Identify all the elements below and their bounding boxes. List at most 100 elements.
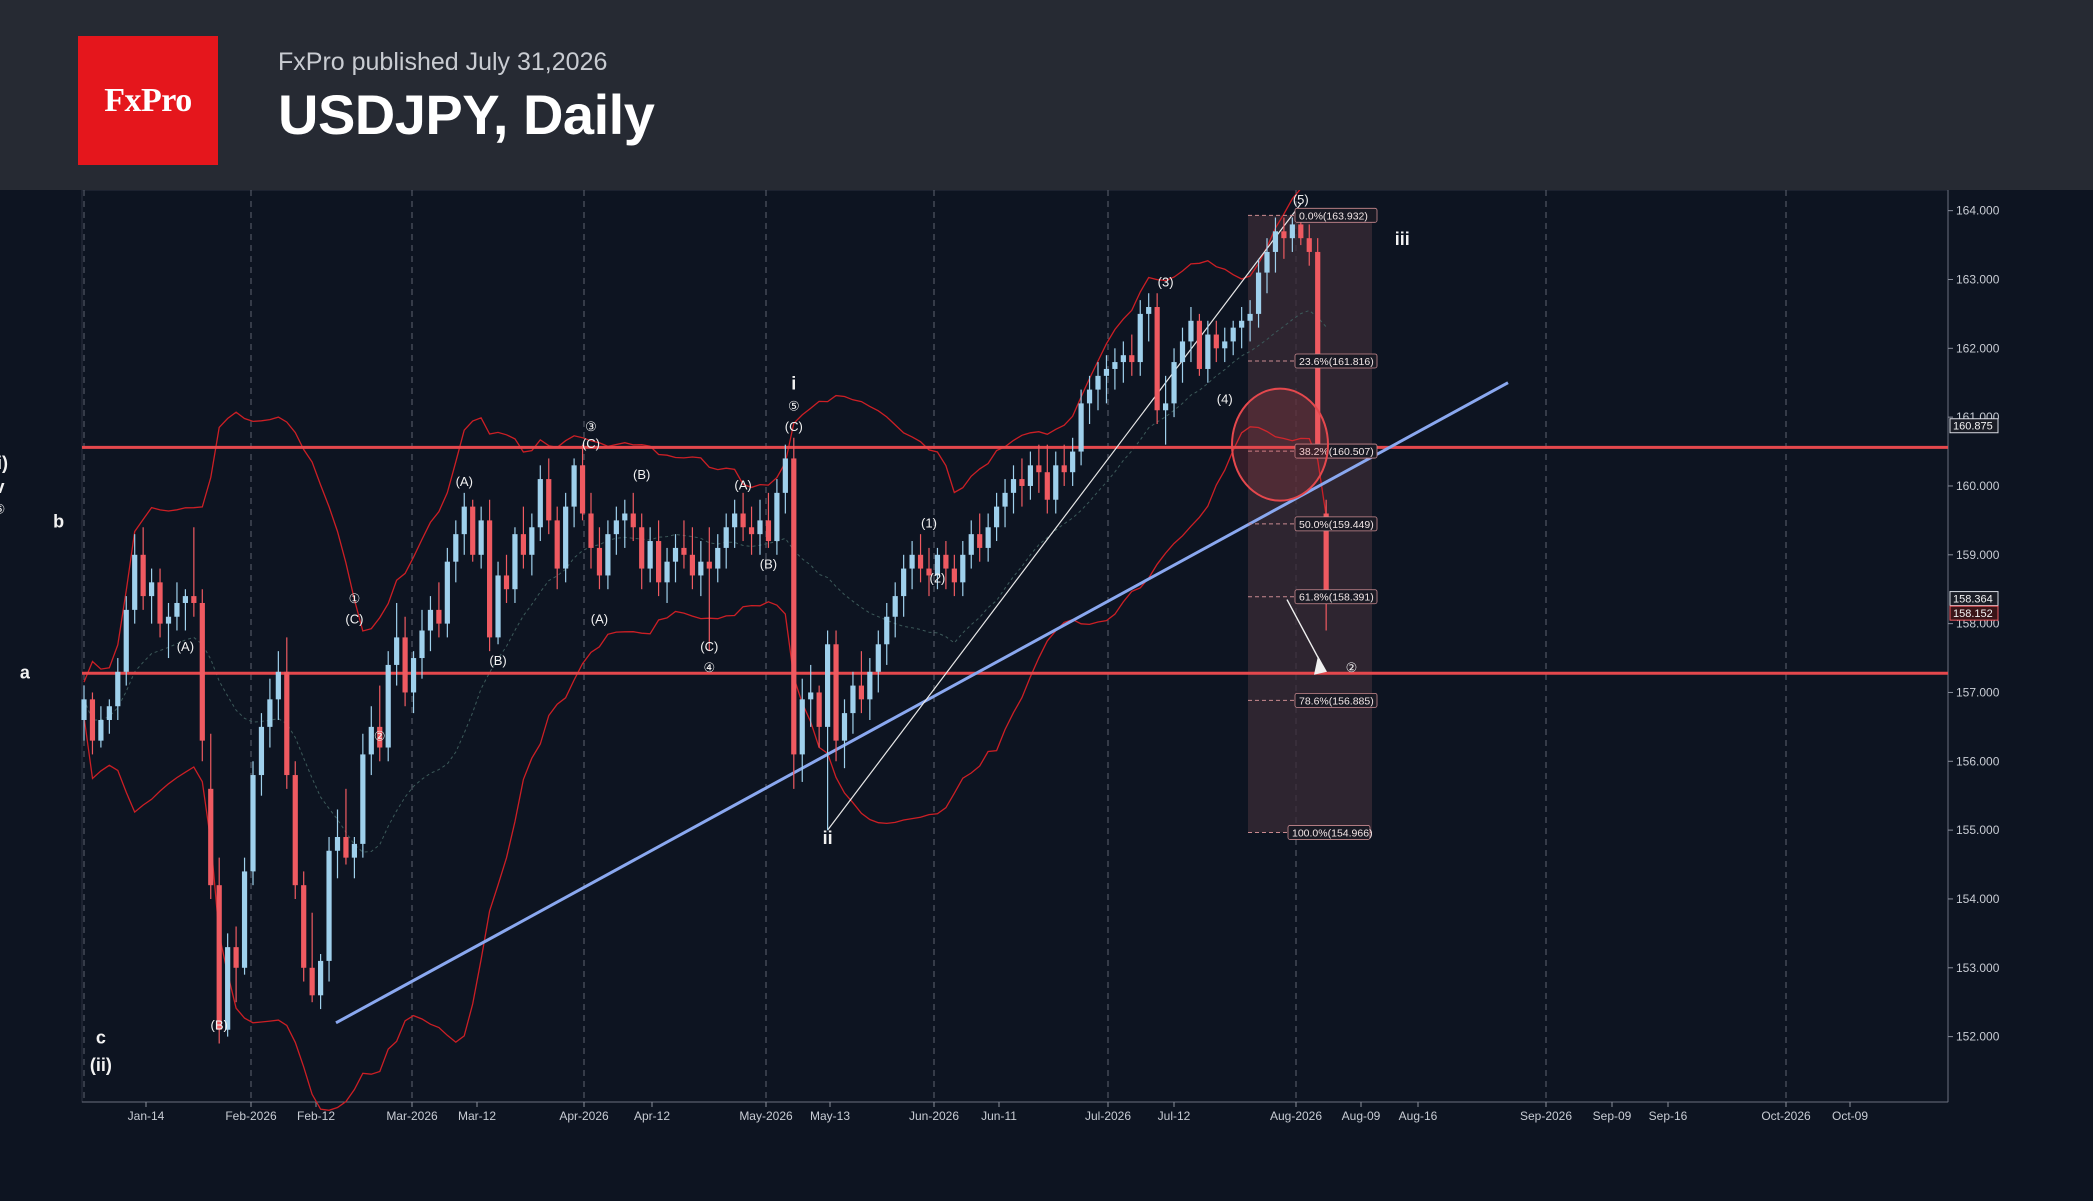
fibonacci-label-box: [1287, 825, 1371, 840]
candle-body: [1230, 327, 1236, 342]
candle-body: [977, 534, 983, 548]
candle-body: [1146, 307, 1152, 314]
candle-body: [706, 561, 712, 569]
candle-body: [461, 506, 467, 535]
candle-body: [1103, 368, 1110, 376]
candle-body: [1078, 403, 1084, 452]
wave-label: ②: [374, 729, 386, 744]
candle-body: [444, 561, 450, 624]
wave-label: (C): [582, 436, 600, 451]
candle-body: [140, 554, 146, 597]
candle-body: [689, 554, 695, 576]
candle-body: [994, 506, 1000, 528]
price-tag: 158.364: [1953, 594, 1993, 606]
wave-label: ④: [703, 660, 715, 675]
wave-label: ii: [823, 828, 833, 848]
candle-body: [1222, 341, 1228, 349]
candle-body: [816, 692, 822, 727]
chart-area[interactable]: Jan-14 Feb-2026 Feb-12 Mar-2026 Mar-12 Apr-20…: [0, 137, 2093, 1196]
fibonacci-label-box: [1294, 589, 1378, 605]
x-tick-label: Feb-12: [297, 1109, 335, 1123]
candle-body: [630, 513, 636, 528]
x-tick-label: Sep-09: [1593, 1109, 1632, 1123]
x-tick-label: Jun-2026: [909, 1109, 959, 1123]
fibonacci-label: 0.0%(163.932): [1299, 210, 1368, 222]
fibonacci-label: 61.8%(158.391): [1299, 592, 1374, 604]
wave-label: (i): [0, 453, 8, 473]
candle-body: [1137, 313, 1143, 363]
candle-body: [1315, 251, 1321, 445]
candle-body: [765, 520, 772, 542]
candle-body: [453, 534, 459, 562]
wave-label: (B): [633, 467, 650, 482]
candle-body: [1095, 375, 1101, 390]
fibonacci-label: 23.6%(161.816): [1299, 356, 1374, 368]
candle-body: [157, 582, 163, 624]
fibonacci-label: 38.2%(160.507): [1299, 446, 1374, 458]
candle-body: [596, 547, 603, 576]
wave-label: (3): [1158, 274, 1174, 289]
candle-body: [225, 947, 231, 1030]
x-tick-label: Aug-16: [1399, 1109, 1438, 1123]
candle-body: [427, 609, 434, 631]
candle-body: [833, 644, 839, 741]
candle-body: [1061, 465, 1067, 473]
candle-body: [884, 616, 890, 645]
candle-body: [647, 541, 653, 569]
price-tag-box: [1949, 418, 1999, 434]
wave-label: ②: [1346, 660, 1358, 675]
wave-label: (A): [591, 612, 608, 627]
x-tick-label: May-13: [810, 1109, 850, 1123]
projection-arrow: [1286, 599, 1323, 666]
wave-label: ①: [349, 591, 361, 606]
y-tick-label: 155.000: [1956, 823, 2000, 837]
x-tick-label: Mar-2026: [386, 1109, 438, 1123]
candle-body: [825, 644, 831, 727]
x-tick-label: Jul-2026: [1085, 1109, 1131, 1123]
x-tick-label: Apr-2026: [559, 1109, 609, 1123]
candle-body: [791, 458, 797, 755]
candle-body: [1289, 224, 1295, 239]
candle-body: [757, 520, 763, 535]
candle-body: [495, 575, 501, 638]
candle-body: [301, 885, 307, 968]
candle-body: [520, 534, 526, 555]
candle-body: [1112, 362, 1118, 369]
candle-body: [934, 554, 941, 576]
candle-body: [267, 699, 273, 727]
wave-label: ⑤: [788, 398, 800, 413]
candle-body: [1205, 334, 1211, 369]
y-tick-label: 152.000: [1956, 1030, 2000, 1044]
fibonacci-label-box: [1294, 443, 1378, 459]
candle-body: [951, 568, 957, 583]
y-tick-label: 163.000: [1956, 272, 2000, 286]
wave-label: (B): [489, 653, 506, 668]
candle-body: [917, 554, 924, 569]
x-tick-label: Feb-2026: [225, 1109, 277, 1123]
page-title: USDJPY, Daily: [278, 83, 655, 146]
candle-body: [850, 685, 856, 714]
price-tag: 160.875: [1953, 421, 1993, 433]
candle-body: [782, 458, 788, 493]
candle-body: [216, 885, 222, 1030]
x-tick-label: Jul-12: [1158, 1109, 1191, 1123]
candle-body: [385, 664, 391, 748]
candle-body: [1163, 403, 1169, 411]
x-tick-label: Apr-12: [634, 1109, 670, 1123]
x-tick-label: Sep-2026: [1520, 1109, 1572, 1123]
candle-body: [909, 554, 915, 569]
candle-body: [1086, 389, 1093, 404]
x-tick-label: Jun-11: [981, 1109, 1017, 1123]
candle-body: [106, 706, 112, 720]
candle-body: [149, 582, 155, 597]
candle-body: [740, 513, 746, 528]
candle-body: [622, 513, 628, 521]
wave-label: b: [53, 511, 64, 531]
price-chart[interactable]: Jan-14 Feb-2026 Feb-12 Mar-2026 Mar-12 Apr-20…: [0, 137, 2093, 1196]
y-tick-label: 153.000: [1956, 961, 2000, 975]
candle-body: [368, 726, 374, 755]
bollinger-upper: [83, 137, 1327, 683]
candle-body: [841, 713, 848, 741]
candle-body: [436, 609, 442, 624]
fibonacci-label: 78.6%(156.885): [1299, 695, 1374, 707]
